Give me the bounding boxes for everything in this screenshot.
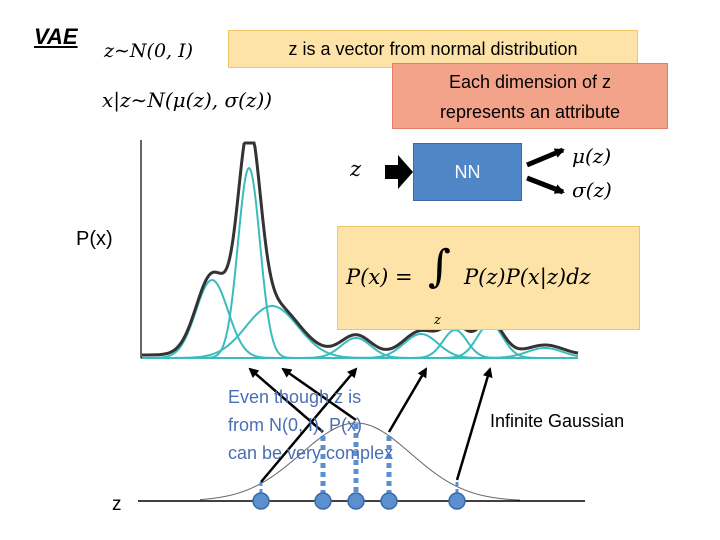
- integral-subscript: z: [434, 313, 441, 328]
- nn-box: NN: [413, 143, 522, 201]
- integral-rhs: P(z)P(x|z)dz: [464, 265, 591, 289]
- nn-input-label: z: [350, 157, 362, 181]
- mu-output-label: μ(z): [572, 144, 612, 168]
- px-axis-label: P(x): [76, 228, 113, 250]
- z-sample-point: [448, 492, 466, 510]
- z-axis-label: z: [112, 494, 122, 515]
- dimension-note-line: represents an attribute: [439, 102, 621, 122]
- dimension-note: Each dimension of z represents an attrib…: [392, 63, 668, 129]
- z-sample-point: [252, 492, 270, 510]
- x-given-z-equation: x|z∼N(μ(z), σ(z)): [102, 88, 273, 112]
- nn-to-mu-arrow: [526, 147, 565, 168]
- z-normal-curve: [199, 422, 521, 501]
- z-sample-point: [314, 492, 332, 510]
- mapping-arrow: [455, 367, 493, 481]
- sigma-output-label: σ(z): [572, 178, 612, 202]
- nn-to-sigma-arrow: [526, 175, 565, 195]
- z-to-nn-arrow: [385, 155, 413, 189]
- mapping-arrow: [260, 367, 358, 483]
- z-sample-point: [380, 492, 398, 510]
- complexity-note-line: Even though z is: [228, 387, 362, 407]
- mapping-arrow: [387, 367, 428, 433]
- complexity-note-line: from N(0, I), P(x): [228, 415, 362, 435]
- gaussian-component-curve: [142, 347, 579, 359]
- integral-equation-box: P(x) = ∫ z P(z)P(x|z)dz: [337, 226, 640, 330]
- slide-title: VAE: [34, 24, 78, 49]
- infinite-gaussian-label: Infinite Gaussian: [490, 411, 625, 431]
- integral-sign: ∫: [428, 241, 451, 292]
- mixture-curve: [142, 141, 579, 357]
- integral-lhs: P(x) =: [346, 265, 413, 289]
- mapping-arrow: [281, 367, 357, 422]
- complexity-note: Even though z is from N(0, I), P(x) can …: [228, 383, 393, 467]
- nn-box-label: NN: [454, 161, 481, 182]
- gaussian-components: [142, 166, 579, 359]
- complexity-note-line: can be very complex: [228, 443, 394, 463]
- z-vector-note: z is a vector from normal distribution: [228, 30, 638, 68]
- dimension-note-line: Each dimension of z: [448, 72, 612, 92]
- mapping-arrow: [248, 367, 324, 433]
- z-prior-equation: z∼N(0, I): [104, 40, 194, 62]
- z-sample-point: [347, 492, 365, 510]
